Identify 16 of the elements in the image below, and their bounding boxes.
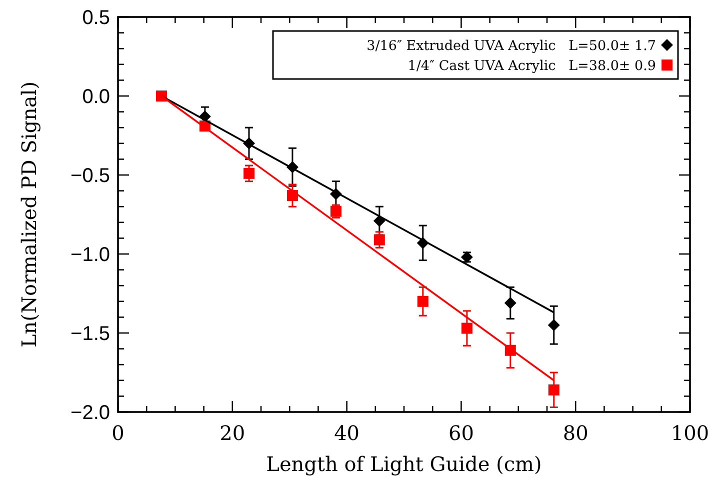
- legend-label: 1/4″ Cast UVA Acrylic L=38.0± 0.9: [408, 58, 656, 74]
- x-tick-label: 0: [112, 421, 124, 445]
- x-tick-label: 60: [448, 421, 474, 445]
- y-tick-label: −2.0: [70, 402, 110, 424]
- y-tick-label: −1.5: [70, 323, 110, 345]
- x-tick-label: 40: [334, 421, 360, 445]
- x-tick-label: 20: [220, 421, 246, 445]
- x-tick-label: 80: [562, 421, 588, 445]
- y-axis-title: Ln(Normalized PD Signal): [17, 81, 41, 348]
- y-tick-label: 0.5: [82, 7, 110, 29]
- y-tick-label: −1.0: [70, 244, 110, 266]
- y-tick-label: −0.5: [70, 165, 110, 187]
- y-tick-label: 0.0: [82, 86, 110, 108]
- x-axis-title: Length of Light Guide (cm): [266, 452, 542, 476]
- x-tick-label: 100: [670, 421, 708, 445]
- legend-label: 3/16″ Extruded UVA Acrylic L=50.0± 1.7: [366, 38, 656, 54]
